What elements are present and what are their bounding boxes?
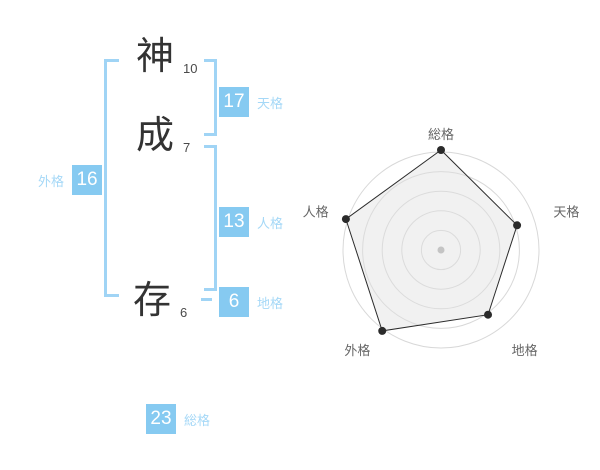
soukaku-badge-group: 23 総格: [146, 404, 210, 434]
soukaku-label: 総格: [184, 412, 211, 428]
radar-grid-ring: [401, 210, 481, 290]
kanji-glyph: 成: [136, 115, 175, 157]
tenkaku-label: 天格: [257, 95, 284, 111]
radar-grid-ring: [420, 229, 462, 271]
radar-axis-label: 外格: [344, 343, 370, 358]
stroke-count: 10: [183, 61, 198, 76]
stroke-count: 6: [180, 305, 188, 320]
radar-vertex-dot: [513, 221, 522, 230]
radar-grid-ring: [362, 171, 520, 329]
gaikaku-value-badge: 16: [72, 165, 103, 195]
chikaku-bracket: [201, 298, 212, 301]
kanji-glyph: 存: [133, 280, 172, 322]
stroke-count: 7: [183, 140, 191, 155]
gaikaku-bracket: [104, 59, 119, 297]
radar-axis-label: 天格: [553, 204, 579, 219]
jinkaku-label: 人格: [257, 215, 284, 231]
radar-center-dot: [437, 246, 445, 254]
jinkaku-value-badge: 13: [219, 207, 249, 237]
chikaku-label: 地格: [257, 295, 284, 311]
chikaku-value-badge: 6: [219, 287, 249, 317]
radar-vertex-dot: [437, 146, 445, 154]
radar-grid-ring: [381, 190, 501, 310]
name-character: 神 10: [136, 36, 197, 78]
gaikaku-badge-group: 外格 16: [38, 165, 103, 195]
gaikaku-label: 外格: [38, 173, 65, 189]
radar-vertex-dot: [341, 215, 350, 224]
tenkaku-value-badge: 17: [219, 87, 249, 117]
radar-vertex-dot: [378, 326, 387, 335]
soukaku-value-badge: 23: [146, 404, 176, 434]
tenkaku-bracket: [204, 59, 217, 136]
name-character: 成 7: [136, 115, 190, 157]
radar-axis-label: 総格: [428, 127, 454, 142]
kanji-glyph: 神: [136, 36, 175, 78]
radar-axis-label: 地格: [512, 343, 538, 358]
radar-value-polygon: [345, 149, 518, 332]
name-breakdown-panel: 神 10 成 7 存 6 17 天格 13 人格 6 地格 外格 16 23 総…: [38, 36, 283, 434]
radar-axis-label: 人格: [303, 204, 329, 219]
chikaku-badge-group: 6 地格: [219, 287, 283, 317]
tenkaku-badge-group: 17 天格: [219, 87, 283, 117]
name-character: 存 6: [133, 280, 187, 322]
jinkaku-badge-group: 13 人格: [219, 207, 283, 237]
radar-vertex-dot: [484, 310, 493, 319]
jinkaku-bracket: [204, 145, 217, 291]
